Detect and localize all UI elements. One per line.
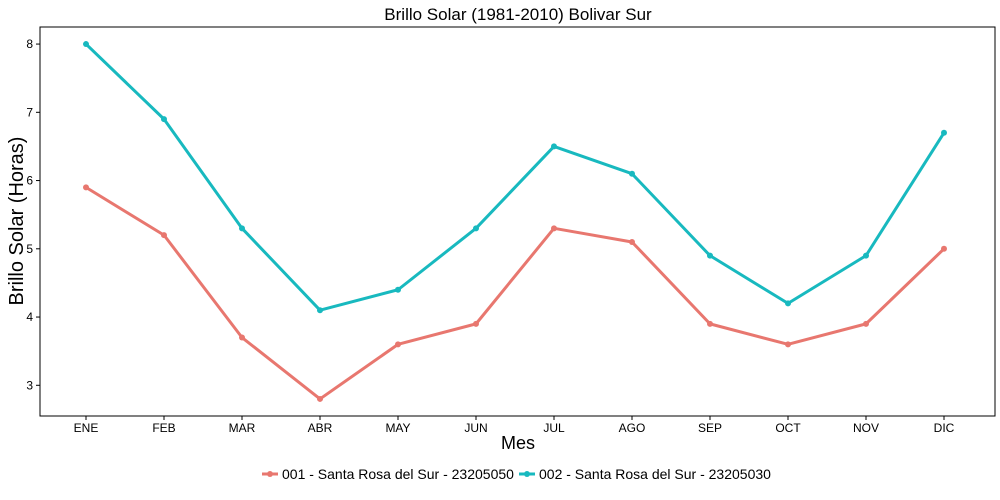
x-tick-label: OCT xyxy=(775,421,801,435)
data-point xyxy=(83,184,89,191)
data-point xyxy=(785,300,791,307)
legend-item: 002 - Santa Rosa del Sur - 23205030 xyxy=(519,466,771,482)
data-point xyxy=(239,334,245,341)
data-point xyxy=(551,225,557,232)
x-axis-title: Mes xyxy=(501,433,535,453)
x-tick-label: AGO xyxy=(619,421,646,435)
x-tick-label: NOV xyxy=(853,421,879,435)
y-tick-label: 8 xyxy=(26,37,33,51)
data-point xyxy=(473,320,479,327)
x-axis: ENE FEB MAR ABR MAY JUN JUL AGO SEP OCT NOV DIC xyxy=(74,416,955,435)
y-tick-label: 3 xyxy=(26,378,33,392)
series-2 xyxy=(83,41,947,314)
plot-panel xyxy=(39,26,996,417)
data-point xyxy=(317,395,323,402)
data-point xyxy=(473,225,479,232)
x-tick-label: JUL xyxy=(543,421,565,435)
data-point xyxy=(707,320,713,327)
data-point xyxy=(941,245,947,252)
x-tick-label: SEP xyxy=(698,421,722,435)
series-line xyxy=(84,185,946,401)
data-point xyxy=(551,143,557,150)
data-point xyxy=(941,129,947,136)
data-point xyxy=(161,232,167,239)
y-tick-label: 5 xyxy=(26,242,33,256)
legend-label: 002 - Santa Rosa del Sur - 23205030 xyxy=(539,466,771,482)
data-point xyxy=(629,238,635,245)
legend-label: 001 - Santa Rosa del Sur - 23205050 xyxy=(282,466,514,482)
y-axis: 3 4 5 6 7 8 xyxy=(26,37,40,392)
data-point xyxy=(239,225,245,232)
x-tick-label: DIC xyxy=(934,421,955,435)
y-tick-label: 4 xyxy=(26,310,33,324)
data-point xyxy=(317,307,323,314)
series-layer xyxy=(83,41,947,402)
data-point xyxy=(161,116,167,123)
chart-title: Brillo Solar (1981-2010) Bolivar Sur xyxy=(384,5,652,24)
legend-key-point xyxy=(267,471,273,477)
data-point xyxy=(707,252,713,259)
data-point xyxy=(395,341,401,348)
x-tick-label: ENE xyxy=(74,421,99,435)
y-axis-title: Brillo Solar (Horas) xyxy=(6,137,28,306)
data-point xyxy=(83,41,89,48)
series-1 xyxy=(83,184,947,402)
x-tick-label: FEB xyxy=(152,421,175,435)
data-point xyxy=(395,286,401,293)
x-tick-label: MAR xyxy=(229,421,256,435)
y-tick-label: 7 xyxy=(26,105,33,119)
x-tick-label: MAY xyxy=(385,421,410,435)
series-line xyxy=(84,42,946,312)
data-point xyxy=(863,252,869,259)
data-point xyxy=(785,341,791,348)
x-tick-label: ABR xyxy=(308,421,333,435)
data-point xyxy=(629,170,635,177)
x-tick-label: JUN xyxy=(464,421,487,435)
legend-key-point xyxy=(524,471,530,477)
legend: 001 - Santa Rosa del Sur - 23205050 002 -… xyxy=(262,466,771,482)
y-tick-label: 6 xyxy=(26,174,33,188)
legend-item: 001 - Santa Rosa del Sur - 23205050 xyxy=(262,466,514,482)
data-point xyxy=(863,320,869,327)
